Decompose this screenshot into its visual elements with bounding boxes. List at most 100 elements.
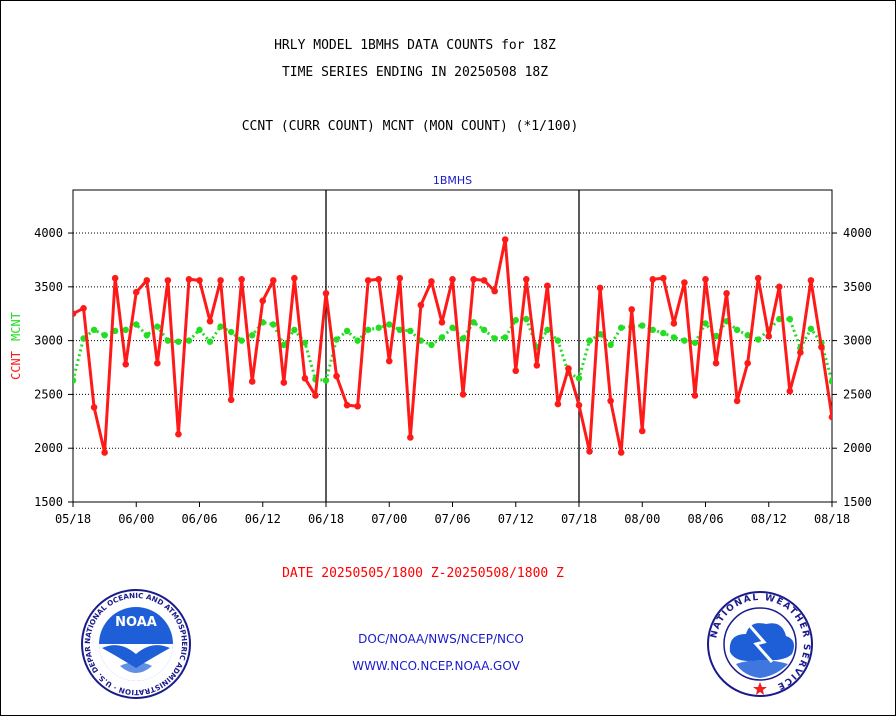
x-tick-label: 07/18: [561, 512, 597, 526]
x-tick-label: 08/18: [814, 512, 850, 526]
series-ccnt-point: [364, 277, 372, 284]
y-tick-label-right: 1500: [843, 495, 872, 509]
series-ccnt-point: [385, 357, 393, 365]
series-ccnt-point: [480, 277, 488, 284]
series-mcnt-point: [755, 336, 762, 343]
series-mcnt-point: [175, 338, 182, 345]
series-ccnt-point: [122, 360, 130, 368]
series-ccnt-point: [90, 404, 98, 411]
series-mcnt-point: [101, 332, 108, 339]
series-ccnt-point: [797, 349, 804, 356]
series-ccnt-point: [312, 392, 319, 399]
series-mcnt-point: [449, 324, 456, 331]
series-ccnt-point: [818, 343, 825, 351]
series-mcnt-point: [807, 325, 815, 332]
series-mcnt-point: [322, 377, 330, 384]
noaa-logo-text: NOAA: [115, 615, 157, 630]
x-tick-label: 07/12: [498, 512, 534, 526]
series-ccnt-point: [765, 333, 773, 340]
series-ccnt-point: [660, 274, 667, 282]
series-ccnt-point: [73, 310, 77, 318]
series-ccnt-point: [111, 274, 119, 282]
series-ccnt-point: [702, 275, 709, 283]
series-ccnt-point: [438, 319, 446, 326]
chart-subtitle: TIME SERIES ENDING IN 20250508 18Z: [281, 65, 549, 80]
series-ccnt-point: [670, 320, 678, 327]
series-mcnt-point: [480, 326, 488, 334]
y-tick-label-right: 3000: [843, 334, 872, 348]
y-tick-label-right: 4000: [843, 226, 872, 240]
series-ccnt-point: [280, 379, 288, 386]
nws-logo: NATIONAL WEATHER SERVICE: [707, 591, 813, 697]
x-tick-label: 05/18: [55, 512, 91, 526]
series-mcnt-point: [607, 341, 614, 349]
y-tick-label-left: 2000: [34, 441, 63, 455]
series-ccnt-point: [691, 392, 699, 399]
series-mcnt-point: [660, 329, 667, 337]
series-mcnt-point: [206, 338, 214, 345]
series-mcnt-point: [343, 327, 351, 335]
series-ccnt-point: [533, 362, 541, 369]
series-mcnt-point: [649, 326, 656, 334]
series-ccnt-point: [185, 275, 193, 283]
series-ccnt-point: [227, 396, 235, 404]
x-tick-label: 07/00: [371, 512, 407, 526]
series-mcnt-point: [502, 334, 509, 341]
series-mcnt-point: [280, 341, 288, 349]
y-axis-label-ccnt: CCNT: [9, 351, 23, 380]
series-ccnt-point: [407, 434, 414, 441]
series-mcnt-point: [639, 322, 646, 329]
x-tick-label: 06/00: [118, 512, 154, 526]
series-ccnt-point: [101, 449, 108, 456]
x-tick-label: 08/12: [751, 512, 787, 526]
y-tick-label-left: 3500: [34, 280, 63, 294]
series-ccnt-point: [470, 275, 477, 283]
series-mcnt-point: [164, 337, 172, 344]
series-ccnt-point: [132, 288, 140, 296]
series-mcnt-point: [670, 334, 678, 341]
series-ccnt-point: [375, 275, 383, 283]
series-ccnt-point: [575, 401, 583, 409]
series-mcnt-point: [681, 337, 688, 344]
footer-url[interactable]: WWW.NCO.NCEP.NOAA.GOV: [352, 659, 520, 673]
series-ccnt-point: [80, 305, 87, 312]
y-tick-label-left: 4000: [34, 226, 63, 240]
series-mcnt-point: [744, 332, 751, 339]
series-ccnt-point: [322, 289, 330, 297]
series-ccnt-point: [301, 374, 309, 382]
x-tick-label: 07/06: [434, 512, 470, 526]
y-tick-label-left: 1500: [34, 495, 63, 509]
x-tick-label: 08/06: [687, 512, 723, 526]
series-mcnt-point: [249, 332, 256, 339]
y-tick-label-left: 2500: [34, 387, 63, 401]
date-range-label: DATE 20250505/1800 Z-20250508/1800 Z: [282, 566, 564, 581]
series-ccnt-point: [217, 277, 224, 284]
series-mcnt-point: [217, 323, 224, 330]
series-ccnt-point: [744, 359, 751, 367]
series-mcnt-point: [828, 378, 832, 385]
series-mcnt-point: [122, 326, 129, 334]
series-ccnt-point: [733, 397, 741, 405]
series-mcnt-point: [185, 337, 193, 344]
series-mcnt-point: [523, 315, 530, 323]
series-ccnt-point: [512, 367, 520, 375]
series-ccnt-line: [73, 237, 832, 455]
x-tick-label: 06/12: [245, 512, 281, 526]
series-mcnt-point: [691, 339, 699, 346]
series-ccnt-point: [807, 277, 815, 284]
series-ccnt-point: [491, 287, 498, 295]
series-ccnt-point: [565, 365, 572, 372]
series-ccnt-point: [638, 427, 646, 435]
series-mcnt-point: [586, 337, 593, 344]
series-ccnt-point: [449, 275, 456, 283]
series-ccnt-point: [628, 306, 636, 313]
series-ccnt-point: [501, 236, 509, 243]
series-ccnt-point: [396, 274, 404, 282]
series-ccnt-point: [206, 317, 214, 325]
series-mcnt-point: [354, 337, 361, 344]
series-ccnt-point: [596, 284, 604, 292]
series-ccnt-point: [196, 277, 203, 284]
series-ccnt-point: [459, 391, 467, 398]
series-mcnt-point: [301, 339, 309, 346]
series-mcnt-point: [133, 321, 140, 328]
